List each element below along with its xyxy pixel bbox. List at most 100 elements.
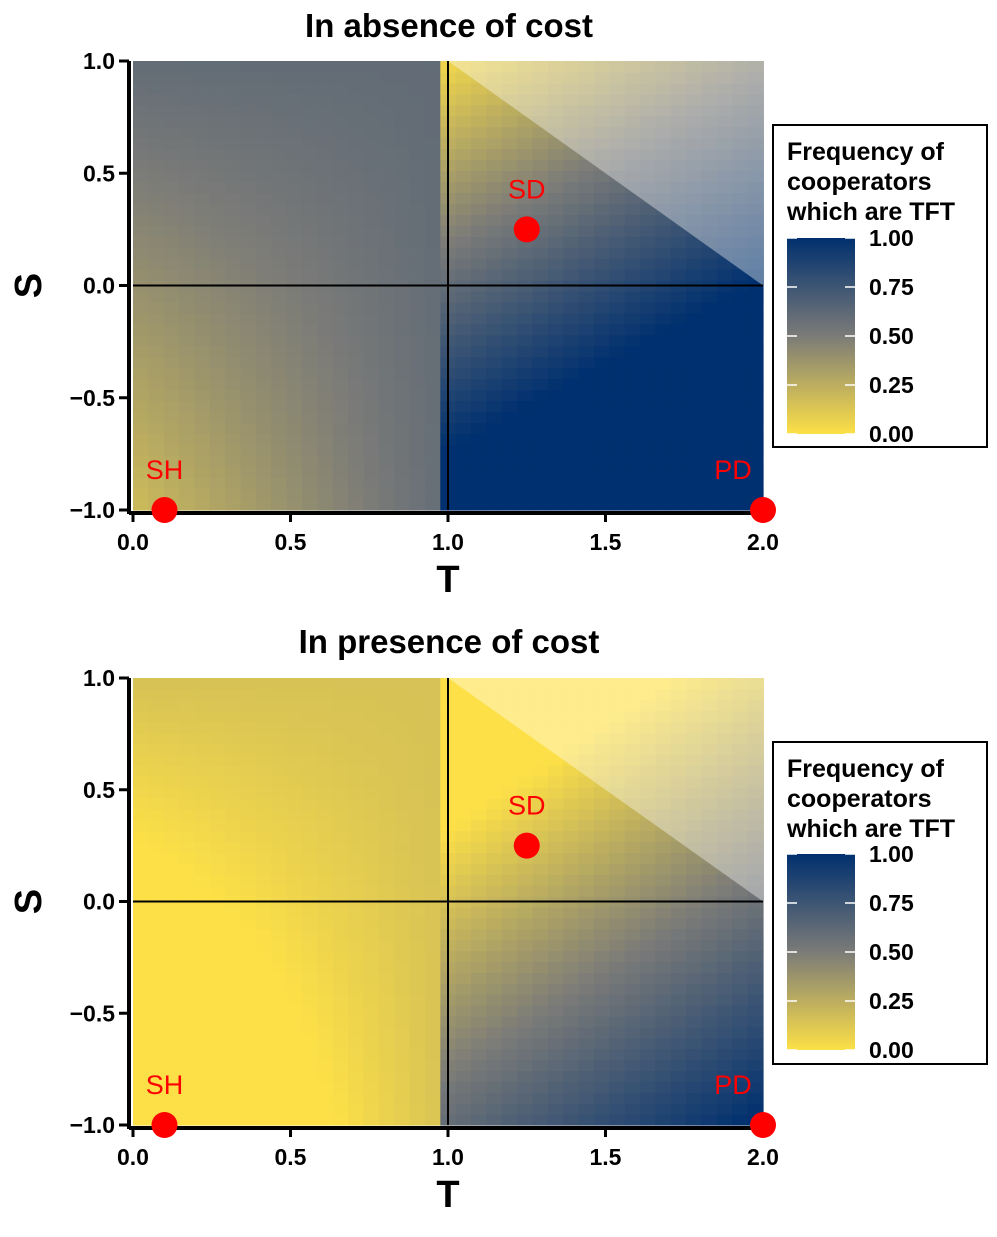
heatmap-cell (532, 1092, 549, 1104)
heatmap-cell (701, 334, 718, 347)
heatmap-cell (609, 765, 626, 777)
heatmap-cell (732, 488, 749, 500)
heatmap-cell (471, 499, 488, 511)
heatmap-cell (640, 323, 657, 336)
heatmap-cell (179, 477, 196, 489)
heatmap-cell (609, 906, 626, 919)
heatmap-cell (501, 323, 518, 336)
heatmap-cell (317, 356, 334, 369)
heatmap-cell (332, 433, 349, 445)
heatmap-cell (194, 104, 211, 117)
heatmap-cell (133, 885, 149, 897)
heatmap-cell (194, 488, 211, 500)
heatmap-cell (286, 192, 303, 204)
heatmap-cell (578, 159, 595, 172)
heatmap-cell (732, 389, 749, 402)
heatmap-cell (701, 1015, 718, 1028)
heatmap-cell (670, 214, 687, 226)
heatmap-cell (624, 301, 641, 314)
heatmap-cell (225, 104, 242, 117)
heatmap-cell (148, 1103, 165, 1115)
heatmap-cell (394, 787, 411, 799)
heatmap-cell (547, 972, 564, 984)
heatmap-cell (332, 917, 349, 930)
heatmap-cell (378, 323, 395, 336)
heatmap-cell (225, 334, 242, 347)
heatmap-cell (225, 1026, 242, 1039)
heatmap-cell (255, 71, 272, 84)
heatmap-cell (378, 678, 395, 690)
heatmap-cell (471, 961, 488, 973)
heatmap-cell (179, 765, 196, 777)
heatmap-cell (378, 830, 395, 843)
heatmap-cell (163, 61, 180, 73)
heatmap-cell (640, 1037, 657, 1050)
heatmap-cell (240, 787, 257, 799)
heatmap-cell (271, 236, 288, 248)
heatmap-cell (225, 852, 242, 864)
heatmap-cell (455, 433, 472, 445)
heatmap-cell (747, 776, 764, 788)
heatmap-cell (302, 192, 318, 204)
heatmap-cell (578, 290, 595, 303)
heatmap-cell (194, 214, 211, 226)
heatmap-cell (624, 754, 641, 766)
heatmap-cell (747, 159, 764, 172)
heatmap-cell (394, 972, 411, 984)
heatmap-cell (640, 115, 657, 128)
heatmap-cell (655, 126, 672, 139)
heatmap-cell (747, 477, 764, 489)
heatmap-cell (378, 334, 395, 347)
heatmap-cell (240, 258, 257, 270)
heatmap-cell (732, 466, 749, 478)
heatmap-cell (517, 411, 534, 423)
heatmap-cell (593, 334, 610, 347)
heatmap-cell (194, 455, 211, 467)
heatmap-cell (225, 181, 242, 194)
heatmap-cell (240, 411, 257, 423)
heatmap-cell (670, 939, 687, 952)
heatmap-cell (547, 115, 564, 128)
heatmap-cell (486, 290, 503, 303)
heatmap-cell (640, 433, 657, 445)
heatmap-cell (225, 1037, 242, 1050)
heatmap-cell (578, 258, 595, 270)
heatmap-cell (501, 159, 518, 172)
heatmap-cell (394, 269, 411, 281)
heatmap-cell (271, 378, 288, 391)
point-pd (750, 1112, 776, 1138)
heatmap-cell (517, 323, 534, 336)
heatmap-cell (655, 104, 672, 117)
heatmap-cell (179, 841, 196, 854)
heatmap-cell (640, 874, 657, 886)
heatmap-cell (409, 950, 426, 963)
heatmap-cell (363, 378, 380, 391)
heatmap-cell (302, 422, 318, 434)
heatmap-cell (286, 258, 303, 270)
heatmap-cell (471, 885, 488, 897)
heatmap-cell (563, 906, 580, 919)
heatmap-cell (424, 994, 441, 1006)
heatmap-cell (394, 983, 411, 995)
heatmap-cell (501, 214, 518, 226)
heatmap-cell (547, 776, 564, 788)
heatmap-cell (517, 939, 534, 952)
heatmap-cell (609, 852, 626, 864)
heatmap-cell (686, 192, 703, 204)
heatmap-cell (348, 389, 365, 402)
heatmap-cell (701, 247, 718, 259)
heatmap-cell (547, 754, 564, 766)
heatmap-cell (317, 312, 334, 325)
heatmap-cell (547, 699, 564, 712)
heatmap-cell (747, 71, 764, 84)
x-tick-label: 0.0 (117, 529, 149, 555)
heatmap-cell (517, 466, 534, 478)
heatmap-cell (732, 400, 749, 413)
heatmap-cell (670, 1037, 687, 1050)
heatmap-cell (179, 972, 196, 984)
heatmap-cell (716, 787, 733, 799)
heatmap-cell (317, 411, 334, 423)
heatmap-cell (716, 71, 733, 84)
heatmap-cell (640, 422, 657, 434)
heatmap-cell (547, 455, 564, 467)
